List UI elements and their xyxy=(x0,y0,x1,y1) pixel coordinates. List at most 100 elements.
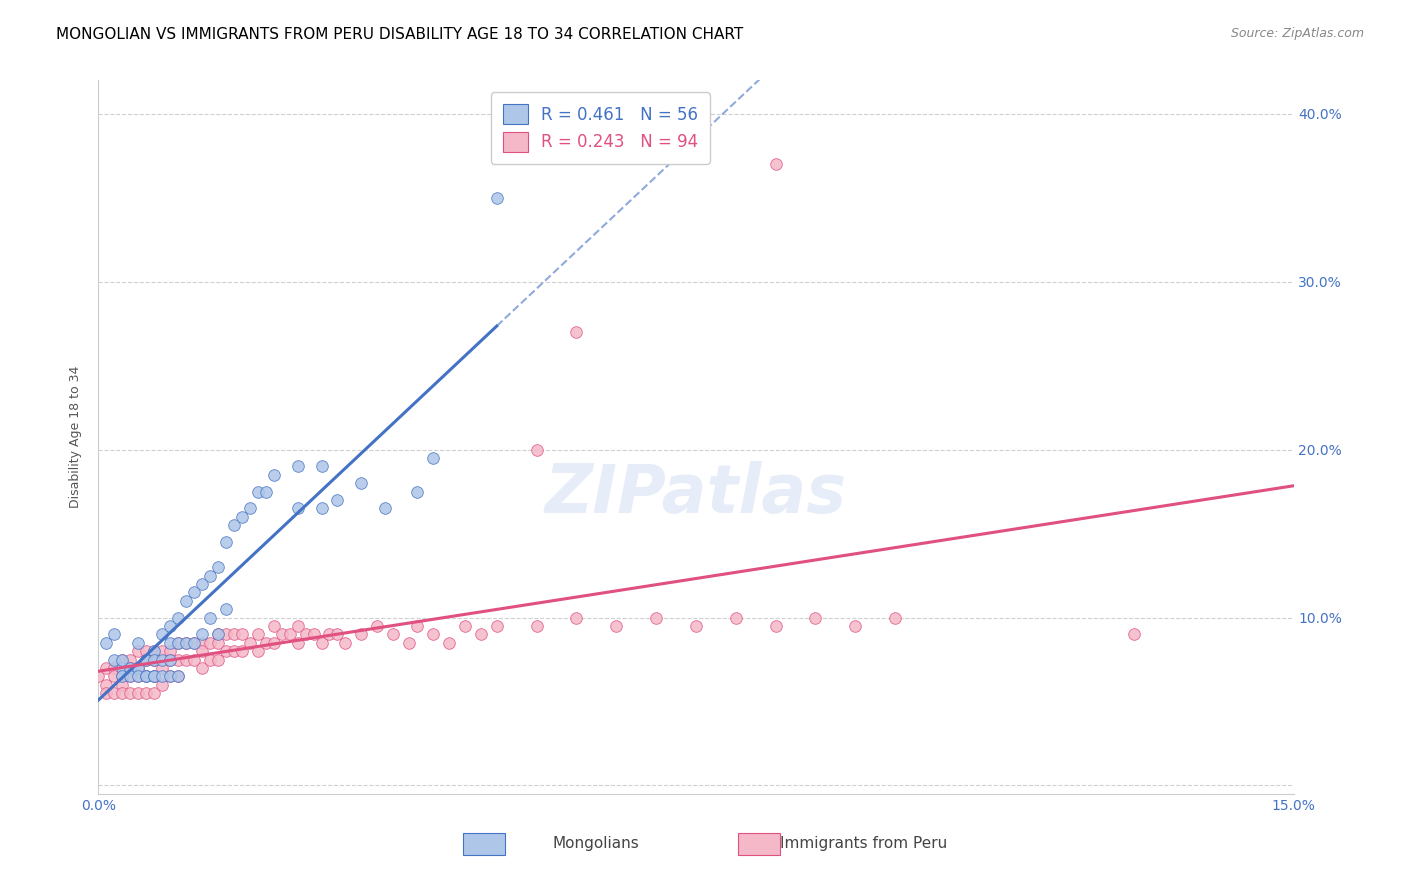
Point xyxy=(198,652,221,666)
Point xyxy=(222,627,245,641)
Point xyxy=(844,619,866,633)
Point xyxy=(135,652,157,666)
Point xyxy=(150,661,173,675)
Point xyxy=(111,686,134,700)
Point xyxy=(103,669,125,683)
Point xyxy=(191,661,214,675)
Point xyxy=(183,652,205,666)
Point xyxy=(207,636,229,650)
Point xyxy=(174,636,197,650)
Point xyxy=(127,669,149,683)
Point xyxy=(111,678,134,692)
Point xyxy=(198,636,221,650)
Point xyxy=(135,669,157,683)
Point xyxy=(1123,627,1146,641)
Point xyxy=(135,669,157,683)
Point xyxy=(326,493,349,508)
Point xyxy=(96,661,118,675)
Point xyxy=(183,636,205,650)
Point xyxy=(565,325,588,339)
Point xyxy=(350,627,373,641)
Point xyxy=(167,669,190,683)
Point xyxy=(765,157,787,171)
Point xyxy=(263,619,285,633)
Point xyxy=(222,518,245,533)
Point xyxy=(103,627,125,641)
Point xyxy=(191,627,214,641)
Text: MONGOLIAN VS IMMIGRANTS FROM PERU DISABILITY AGE 18 TO 34 CORRELATION CHART: MONGOLIAN VS IMMIGRANTS FROM PERU DISABI… xyxy=(56,27,744,42)
Point xyxy=(150,644,173,658)
Point xyxy=(239,501,262,516)
Point xyxy=(246,627,269,641)
Point xyxy=(215,627,238,641)
Point xyxy=(150,678,173,692)
Point xyxy=(159,669,181,683)
Point xyxy=(167,669,190,683)
Point xyxy=(159,652,181,666)
Point xyxy=(207,627,229,641)
Point xyxy=(103,652,125,666)
Point xyxy=(143,652,166,666)
Point xyxy=(143,652,166,666)
Point xyxy=(765,619,787,633)
Point xyxy=(311,636,333,650)
Point xyxy=(143,686,166,700)
Point xyxy=(127,661,149,675)
Point xyxy=(120,652,142,666)
Point xyxy=(143,669,166,683)
FancyBboxPatch shape xyxy=(738,833,780,855)
Point xyxy=(103,686,125,700)
Point xyxy=(422,451,444,466)
Point xyxy=(207,627,229,641)
Point xyxy=(605,619,627,633)
Point xyxy=(167,636,190,650)
Point xyxy=(167,636,190,650)
Point xyxy=(159,636,181,650)
Point xyxy=(254,636,277,650)
Point xyxy=(135,652,157,666)
Point xyxy=(150,669,173,683)
Point xyxy=(215,644,238,658)
Point xyxy=(143,669,166,683)
Point xyxy=(231,627,253,641)
Point xyxy=(318,627,340,641)
Point xyxy=(485,191,508,205)
Point xyxy=(231,644,253,658)
Point xyxy=(198,610,221,624)
Point xyxy=(645,610,668,624)
Point xyxy=(485,619,508,633)
Point xyxy=(103,661,125,675)
Point xyxy=(191,577,214,591)
Point xyxy=(183,636,205,650)
Point xyxy=(326,627,349,641)
Point xyxy=(350,476,373,491)
Point xyxy=(565,610,588,624)
Point xyxy=(398,636,420,650)
Point xyxy=(159,652,181,666)
Point xyxy=(406,484,429,499)
Point xyxy=(174,652,197,666)
Text: ZIPatlas: ZIPatlas xyxy=(546,461,846,527)
Point xyxy=(87,669,110,683)
Point xyxy=(120,661,142,675)
Point xyxy=(150,652,173,666)
Text: Source: ZipAtlas.com: Source: ZipAtlas.com xyxy=(1230,27,1364,40)
Point xyxy=(526,619,548,633)
Point xyxy=(254,484,277,499)
Point xyxy=(120,686,142,700)
Point xyxy=(150,627,173,641)
Point xyxy=(127,636,149,650)
Point xyxy=(207,652,229,666)
Point xyxy=(382,627,405,641)
Point xyxy=(96,686,118,700)
Text: Immigrants from Peru: Immigrants from Peru xyxy=(779,837,946,851)
Point xyxy=(470,627,492,641)
Point xyxy=(215,535,238,549)
Point xyxy=(724,610,747,624)
Point xyxy=(143,669,166,683)
Point xyxy=(135,669,157,683)
Point xyxy=(287,501,309,516)
Point xyxy=(135,686,157,700)
Point xyxy=(143,644,166,658)
Point xyxy=(278,627,301,641)
